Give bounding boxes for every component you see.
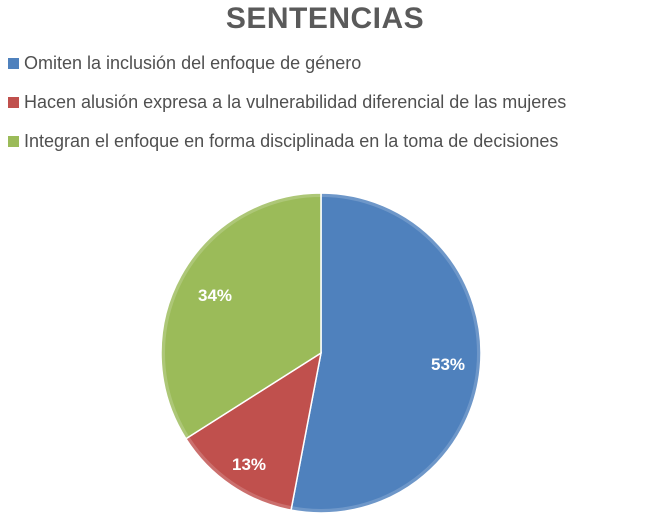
legend: Omiten la inclusión del enfoque de géner… <box>8 52 648 169</box>
data-label-hacen: 13% <box>232 455 266 474</box>
legend-swatch-integran <box>8 136 19 147</box>
data-label-omiten: 53% <box>431 355 465 374</box>
data-label-integran: 34% <box>198 286 232 305</box>
legend-label-omiten: Omiten la inclusión del enfoque de géner… <box>24 53 362 73</box>
pie-slice-omiten <box>290 192 482 514</box>
pie-slice-hacen <box>184 351 323 512</box>
legend-item-integran: Integran el enfoque en forma disciplinad… <box>8 130 648 153</box>
pie-rim <box>161 193 481 513</box>
legend-label-hacen: Hacen alusión expresa a la vulnerabilida… <box>24 92 567 112</box>
legend-item-omiten: Omiten la inclusión del enfoque de géner… <box>8 52 648 75</box>
legend-swatch-omiten <box>8 58 19 69</box>
legend-label-integran: Integran el enfoque en forma disciplinad… <box>24 131 559 151</box>
legend-swatch-hacen <box>8 97 19 108</box>
pie-slice-integran <box>160 192 322 440</box>
legend-item-hacen: Hacen alusión expresa a la vulnerabilida… <box>8 91 648 114</box>
chart-title: SENTENCIAS <box>225 2 425 35</box>
